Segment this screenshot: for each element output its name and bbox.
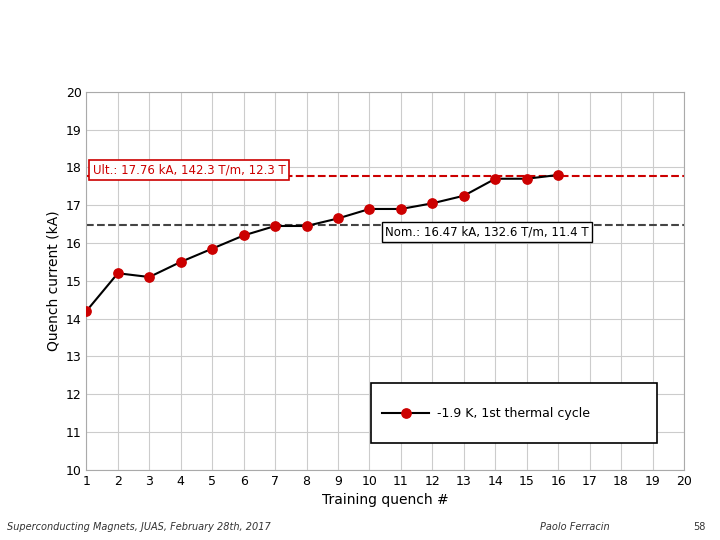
Text: Nom.: 16.47 kA, 132.6 T/m, 11.4 T: Nom.: 16.47 kA, 132.6 T/m, 11.4 T: [385, 225, 589, 238]
Text: -1.9 K, 1st thermal cycle: -1.9 K, 1st thermal cycle: [437, 407, 590, 420]
X-axis label: Training quench #: Training quench #: [322, 493, 449, 507]
Point: [175, 258, 186, 266]
FancyBboxPatch shape: [371, 383, 657, 443]
Y-axis label: Quench current (kA): Quench current (kA): [46, 211, 60, 351]
Point: [207, 244, 218, 253]
Point: [332, 214, 343, 222]
Point: [521, 174, 533, 183]
Text: Ult.: 17.76 kA, 142.3 T/m, 12.3 T: Ult.: 17.76 kA, 142.3 T/m, 12.3 T: [93, 164, 285, 177]
Point: [364, 205, 375, 213]
Point: [112, 269, 124, 278]
Point: [143, 273, 155, 281]
Point: [269, 221, 281, 230]
Text: Superconducting Magnets, JUAS, February 28th, 2017: Superconducting Magnets, JUAS, February …: [7, 522, 271, 531]
Text: First test of Hi. Lumi Nb₃Sn IR quadrupole: First test of Hi. Lumi Nb₃Sn IR quadrupo…: [252, 48, 540, 62]
Text: CERN: CERN: [21, 30, 58, 43]
Point: [395, 205, 407, 213]
Point: [427, 199, 438, 207]
Text: MQXFS 01 test: MQXFS 01 test: [321, 9, 471, 27]
Point: [301, 221, 312, 230]
Text: 58: 58: [693, 522, 706, 531]
Point: [238, 231, 249, 240]
Point: [81, 307, 92, 315]
Point: [400, 409, 411, 417]
Point: [458, 191, 469, 200]
Text: Paolo Ferracin: Paolo Ferracin: [540, 522, 610, 531]
Point: [490, 174, 501, 183]
Point: [552, 171, 564, 179]
